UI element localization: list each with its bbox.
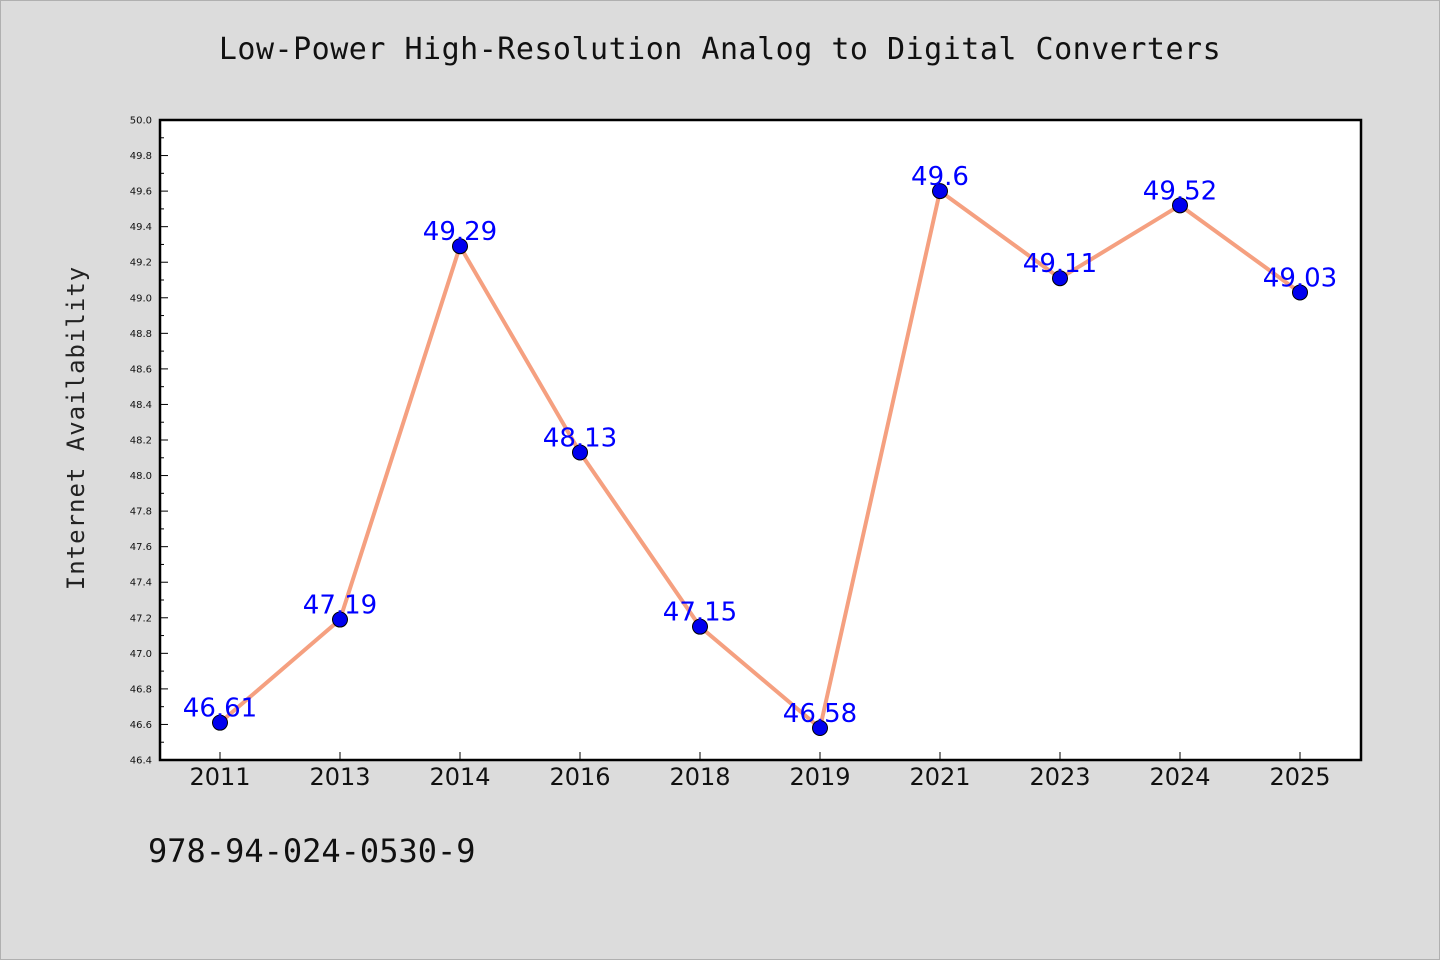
y-tick-label: 47.2 [130, 613, 152, 624]
x-tick-label: 2024 [1149, 763, 1210, 791]
y-tick-label: 47.6 [130, 542, 152, 553]
x-tick-label: 2016 [549, 763, 610, 791]
data-point [812, 720, 828, 736]
series-line [218, 189, 1302, 730]
y-tick-label: 46.4 [130, 756, 152, 767]
data-label: 49.29 [423, 217, 497, 247]
isbn-text: 978-94-024-0530-9 [148, 832, 476, 870]
y-tick-label: 48.0 [130, 471, 152, 482]
y-tick-label: 46.6 [130, 720, 152, 731]
y-tick-label: 47.8 [130, 507, 152, 518]
data-point [332, 611, 348, 628]
x-tick-label: 2019 [789, 763, 850, 791]
data-label: 47.15 [663, 598, 737, 628]
data-point [692, 618, 708, 635]
data-label: 47.19 [303, 591, 377, 621]
data-point [1292, 284, 1308, 301]
data-point [452, 238, 468, 255]
plot-area [158, 118, 1363, 762]
x-axis: 2011 2013 2014 2016 2018 2019 2021 2023 2024 2025 [189, 752, 1331, 791]
data-label: 49.52 [1143, 176, 1217, 206]
x-tick-label: 2025 [1269, 763, 1330, 791]
y-tick-label: 49.4 [130, 222, 152, 233]
chart-title: Low-Power High-Resolution Analog to Digi… [218, 32, 1222, 67]
series-group: 46.61 47.19 49.29 48.13 47.15 46.58 49.6 49.11 4… [183, 162, 1337, 736]
x-tick-label: 2014 [429, 763, 490, 791]
data-point [1172, 197, 1188, 214]
data-label: 46.61 [183, 694, 257, 724]
y-tick-label: 48.2 [130, 436, 152, 447]
x-tick-label: 2013 [309, 763, 370, 791]
data-label: 48.13 [543, 423, 617, 453]
y-tick-label: 49.8 [130, 151, 152, 162]
y-tick-label: 49.0 [130, 293, 152, 304]
x-tick-label: 2018 [669, 763, 730, 791]
data-point [1052, 270, 1068, 287]
x-tick-label: 2011 [189, 763, 250, 791]
data-point [932, 183, 948, 200]
data-point [572, 444, 588, 461]
y-axis: 46.4 46.6 46.8 47.0 47.2 47.4 47.6 47.8 48.0 48.2… [130, 116, 168, 767]
y-tick-label: 47.4 [130, 578, 152, 589]
data-label: 49.6 [911, 162, 969, 192]
data-label: 46.58 [783, 699, 857, 729]
data-point [212, 714, 228, 731]
x-tick-label: 2023 [1029, 763, 1090, 791]
data-label: 49.11 [1023, 249, 1097, 279]
y-tick-label: 48.4 [130, 400, 152, 411]
y-axis-title: Internet Availability [62, 266, 90, 590]
y-tick-label: 48.6 [130, 364, 152, 375]
y-tick-label: 50.0 [130, 116, 152, 127]
y-tick-label: 49.2 [130, 258, 152, 269]
data-label: 49.03 [1263, 263, 1337, 293]
x-tick-label: 2021 [909, 763, 970, 791]
y-tick-label: 47.0 [130, 649, 152, 660]
y-tick-label: 49.6 [130, 187, 152, 198]
y-tick-label: 48.8 [130, 329, 152, 340]
y-tick-label: 46.8 [130, 684, 152, 695]
